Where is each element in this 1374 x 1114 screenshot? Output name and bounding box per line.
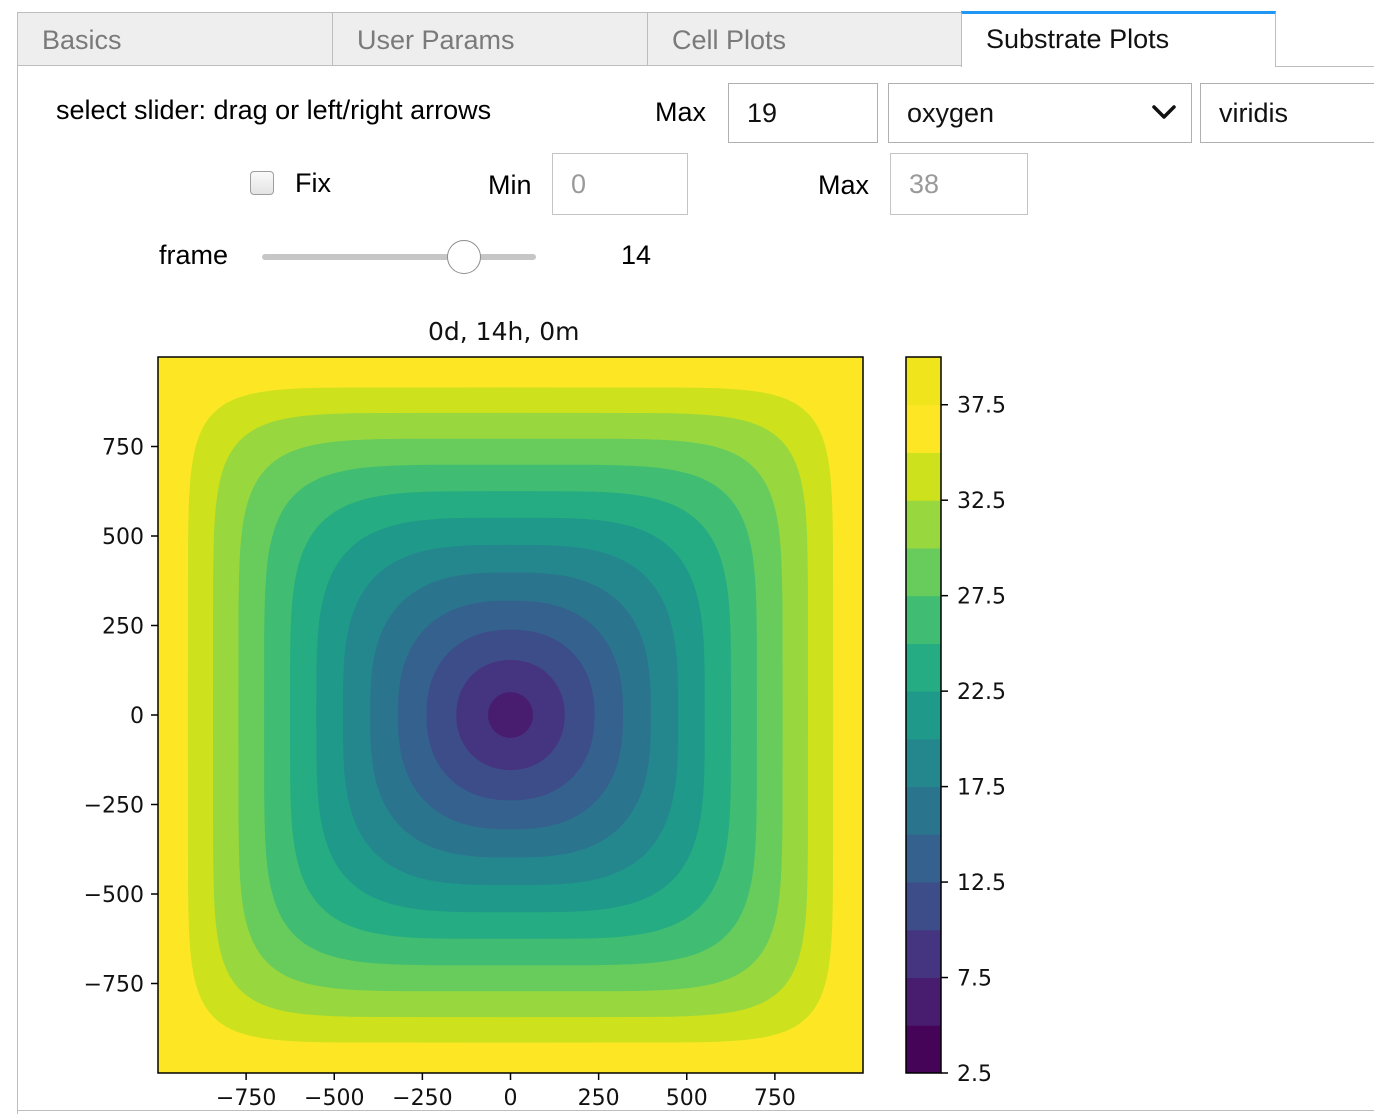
y-tick-label: 250 bbox=[102, 615, 144, 640]
contour-fill bbox=[158, 357, 863, 1073]
frame-slider-handle[interactable] bbox=[447, 240, 481, 274]
slider-instructions: select slider: drag or left/right arrows bbox=[56, 95, 492, 125]
tab-divider bbox=[1275, 66, 1374, 67]
tab-user-params[interactable]: User Params bbox=[332, 12, 648, 66]
fix-checkbox[interactable] bbox=[250, 171, 274, 195]
tab-substrate-plots[interactable]: Substrate Plots bbox=[961, 11, 1276, 67]
y-tick-label: 750 bbox=[102, 436, 144, 461]
x-tick-label: 0 bbox=[504, 1086, 518, 1111]
tab-bar: Basics User Params Cell Plots Substrate … bbox=[0, 0, 1374, 67]
colorbar bbox=[905, 356, 942, 1074]
colorbar-tick-label: 7.5 bbox=[957, 967, 992, 992]
colorbar-tick-label: 17.5 bbox=[957, 776, 1006, 801]
contour-band bbox=[488, 692, 533, 738]
substrate-dropdown[interactable]: oxygen bbox=[888, 83, 1192, 143]
y-tick-label: 500 bbox=[102, 525, 144, 550]
fix-label: Fix bbox=[295, 168, 331, 198]
x-tick-label: −750 bbox=[216, 1086, 276, 1111]
colorbar-tick-label: 2.5 bbox=[957, 1062, 992, 1087]
substrate-selected-value: oxygen bbox=[907, 98, 995, 128]
colorbar-segment bbox=[906, 595, 941, 644]
colorbar-segment bbox=[906, 738, 941, 788]
colorbar-segment bbox=[906, 404, 941, 453]
x-tick-label: 250 bbox=[578, 1086, 620, 1111]
frame-label: frame bbox=[159, 240, 229, 270]
chevron-down-icon bbox=[1152, 105, 1176, 119]
colorbar-segment bbox=[906, 643, 941, 692]
y-tick-label: −500 bbox=[84, 883, 144, 908]
x-tick-label: 750 bbox=[754, 1086, 796, 1111]
fix-max-label: Max bbox=[818, 170, 870, 200]
colorbar-segment bbox=[906, 691, 941, 740]
colorbar-segment bbox=[906, 500, 941, 549]
x-tick-label: −500 bbox=[304, 1086, 364, 1111]
colorbar-tick-label: 27.5 bbox=[957, 585, 1006, 610]
colorbar-frame bbox=[905, 356, 942, 1074]
colorbar-segment bbox=[906, 357, 941, 406]
colormap-dropdown[interactable]: viridis bbox=[1200, 83, 1374, 143]
colorbar-tick-label: 12.5 bbox=[957, 871, 1006, 896]
tab-basics[interactable]: Basics bbox=[17, 12, 333, 66]
panel-border-left bbox=[17, 66, 18, 1114]
y-axis: 750 500 250 0 −250 −500 −750 bbox=[84, 436, 158, 998]
x-axis: −750 −500 −250 0 250 500 750 bbox=[216, 1073, 796, 1111]
y-tick-label: 0 bbox=[130, 704, 144, 729]
colormap-selected-value: viridis bbox=[1219, 98, 1289, 128]
colorbar-segment bbox=[906, 929, 941, 979]
fix-min-label: Min bbox=[488, 170, 532, 200]
y-tick-label: −750 bbox=[84, 973, 144, 998]
colorbar-segment bbox=[906, 834, 941, 883]
colorbar-segment bbox=[906, 977, 941, 1026]
colorbar-segment bbox=[906, 786, 941, 835]
y-tick-label: −250 bbox=[84, 794, 144, 819]
colorbar-tick-label: 37.5 bbox=[957, 394, 1006, 419]
x-tick-label: 500 bbox=[666, 1086, 708, 1111]
x-tick-label: −250 bbox=[392, 1086, 452, 1111]
fix-max-input[interactable] bbox=[890, 153, 1028, 215]
frame-value: 14 bbox=[621, 240, 652, 270]
frame-slider-track[interactable] bbox=[262, 254, 536, 260]
fix-min-input[interactable] bbox=[552, 153, 688, 215]
colorbar-segment bbox=[906, 1025, 941, 1074]
colorbar-segment bbox=[906, 882, 941, 931]
tab-cell-plots[interactable]: Cell Plots bbox=[647, 12, 962, 66]
max-frame-label: Max bbox=[655, 97, 707, 127]
colorbar-tick-label: 22.5 bbox=[957, 680, 1006, 705]
panel-border-bottom bbox=[17, 1110, 1374, 1111]
colorbar-tick-label: 32.5 bbox=[957, 489, 1006, 514]
colorbar-segment bbox=[906, 547, 941, 597]
colorbar-axis: 37.5 32.5 27.5 22.5 17.5 12.5 7.5 2.5 bbox=[941, 394, 1006, 1087]
max-frame-input[interactable] bbox=[728, 83, 878, 143]
colorbar-segment bbox=[906, 452, 941, 501]
plot-title: 0d, 14h, 0m bbox=[428, 317, 580, 346]
